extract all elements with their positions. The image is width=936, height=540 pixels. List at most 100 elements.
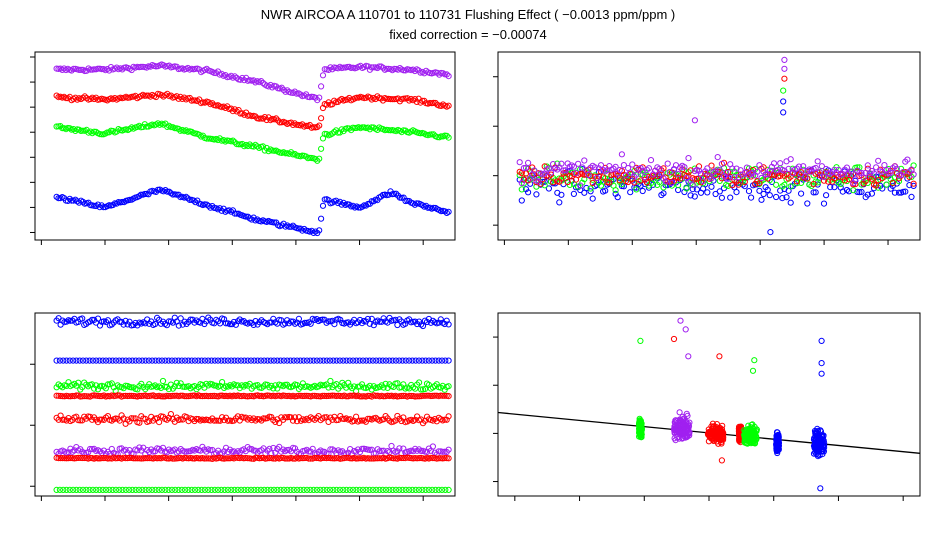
data-point [184, 64, 191, 72]
data-point [76, 66, 83, 74]
data-point [845, 188, 853, 195]
data-point [197, 392, 204, 400]
data-point [427, 319, 434, 326]
data-point [425, 357, 432, 364]
data-point [234, 486, 241, 493]
data-point [531, 171, 538, 178]
data-point [75, 454, 82, 461]
data-point [76, 357, 83, 364]
data-point [177, 93, 184, 101]
data-point [662, 178, 669, 185]
data-point [59, 393, 66, 400]
data-point [305, 455, 312, 462]
data-point [244, 486, 251, 493]
data-point [70, 486, 77, 493]
data-point [177, 380, 184, 387]
data-point [602, 187, 609, 194]
data-point [185, 486, 192, 493]
data-point [745, 422, 752, 429]
data-point [185, 448, 192, 455]
data-point [132, 486, 139, 493]
data-point [79, 393, 86, 400]
data-point [330, 357, 337, 364]
data-point [443, 71, 450, 78]
data-point [149, 357, 156, 364]
data-point [278, 448, 285, 455]
data-point [91, 385, 98, 392]
plot-frame [34, 312, 456, 497]
data-point [820, 173, 828, 180]
series-purple [53, 61, 452, 104]
data-point [157, 384, 165, 391]
data-point [868, 190, 876, 197]
data-point [317, 357, 324, 364]
data-point [183, 320, 190, 327]
data-point [891, 189, 899, 196]
data-point [318, 115, 325, 122]
data-point [612, 187, 619, 194]
data-point [363, 357, 370, 364]
data-point [593, 174, 600, 182]
data-point [53, 392, 60, 399]
data-point [438, 486, 446, 493]
data-point [287, 414, 295, 421]
data-point [169, 392, 176, 399]
data-point [831, 184, 838, 191]
data-point [877, 176, 884, 183]
data-point [327, 377, 334, 385]
data-point [589, 179, 596, 186]
data-point [412, 357, 419, 364]
data-point [177, 416, 184, 423]
data-point [777, 160, 784, 167]
data-point [376, 455, 383, 462]
data-point [676, 409, 683, 416]
cluster-points [773, 429, 783, 457]
data-point [383, 65, 390, 73]
data-point [76, 199, 83, 206]
data-point [237, 76, 244, 83]
series-blue [53, 186, 452, 237]
data-point [156, 419, 163, 426]
data-point [445, 446, 452, 453]
data-point [235, 141, 242, 148]
data-point [319, 382, 326, 389]
data-point [345, 379, 352, 386]
data-point [383, 95, 390, 102]
cluster-points [810, 425, 828, 460]
data-point [303, 486, 311, 493]
data-point [158, 486, 166, 493]
data-point [715, 440, 722, 447]
data-point [175, 125, 182, 132]
data-point [535, 178, 542, 185]
data-point [366, 357, 373, 364]
data-point [59, 66, 66, 74]
data-point [59, 416, 66, 423]
data-point [629, 161, 636, 168]
data-point [396, 393, 403, 400]
data-point [191, 383, 198, 390]
data-point [689, 186, 696, 193]
data-point [668, 179, 676, 186]
data-point [67, 445, 74, 452]
data-point [533, 183, 540, 190]
data-point [336, 486, 343, 493]
data-point [128, 415, 135, 422]
data-point [284, 392, 291, 400]
data-point [284, 486, 291, 493]
data-point [98, 131, 105, 138]
data-point [435, 319, 442, 326]
data-point [76, 486, 83, 493]
data-point [199, 393, 206, 400]
data-point [77, 417, 84, 424]
data-point [748, 194, 755, 201]
data-point [236, 393, 243, 400]
data-point [368, 198, 375, 205]
data-point [256, 392, 263, 400]
data-point [229, 108, 236, 115]
data-point [191, 357, 199, 364]
data-point [423, 202, 430, 209]
data-point [412, 486, 419, 493]
data-point [109, 486, 116, 493]
data-point [237, 110, 244, 117]
